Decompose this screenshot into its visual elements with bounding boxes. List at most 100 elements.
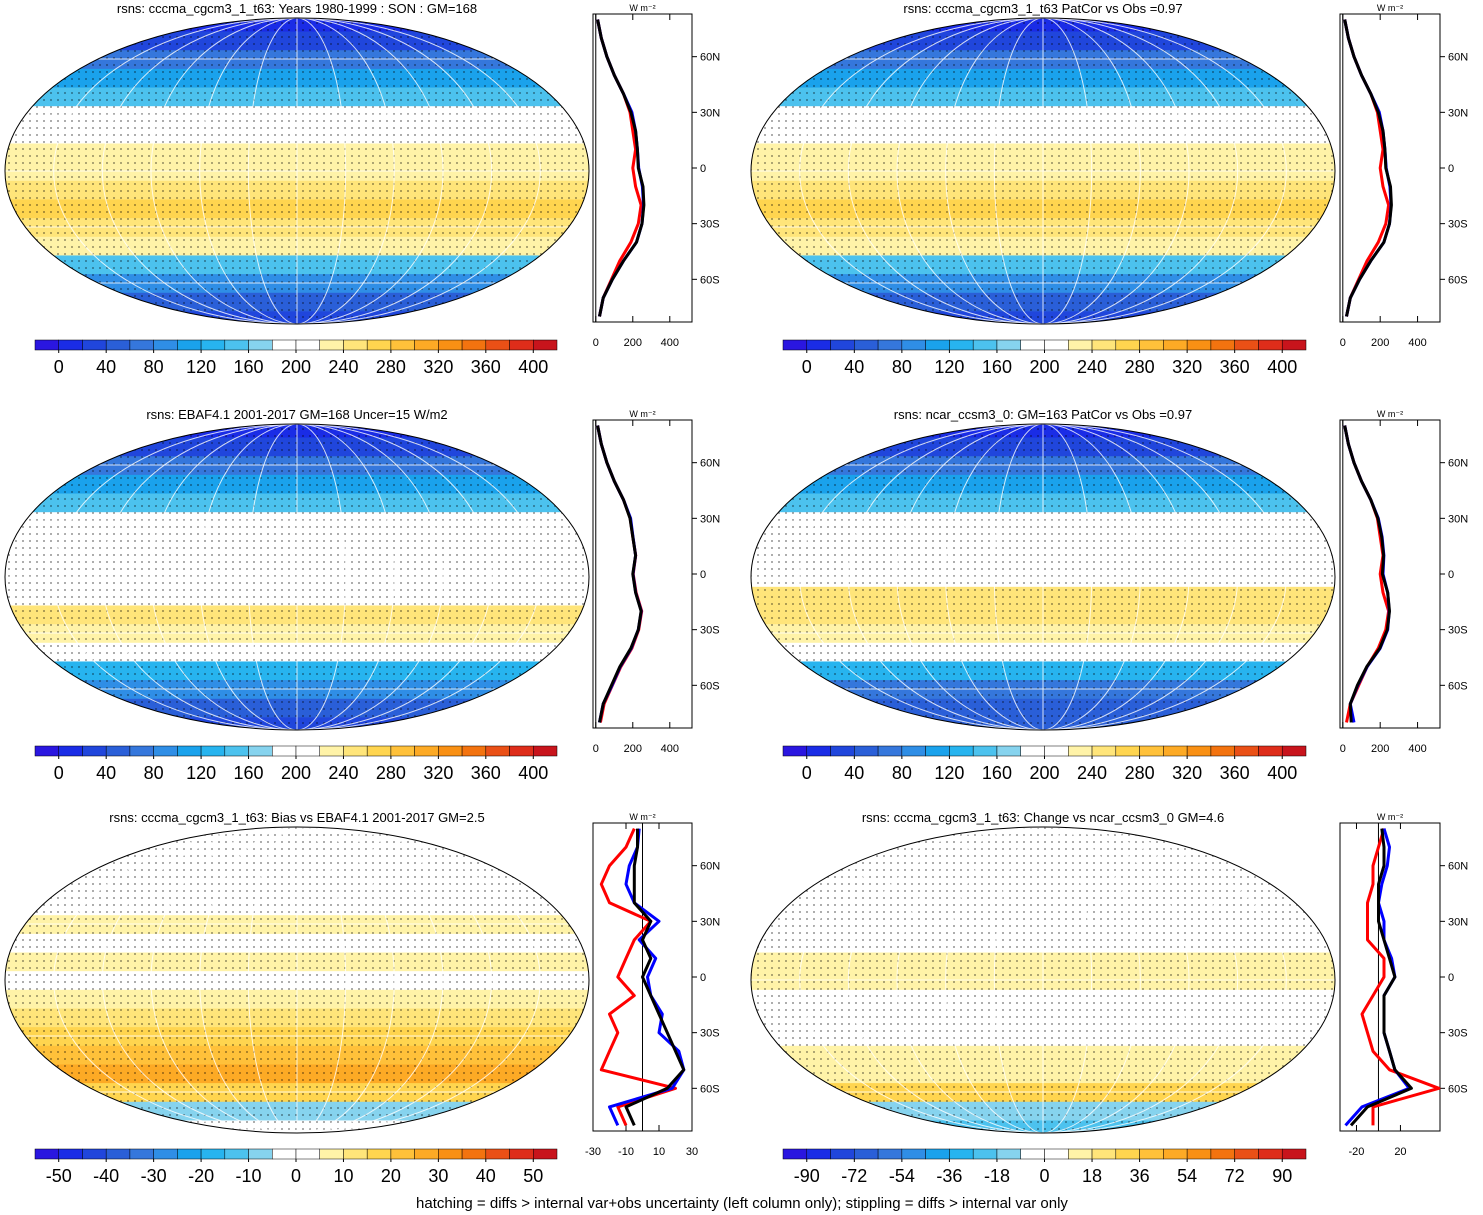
- colorbar-box: [105, 1148, 131, 1160]
- colorbar-label: 120: [186, 763, 216, 783]
- y-tick-label: 60N: [1448, 861, 1468, 873]
- map-outline: [4, 17, 590, 325]
- map-meridian: [799, 827, 1287, 1133]
- panel: rsns: cccma_cgcm3_1_t63 PatCor vs Obs =0…: [750, 1, 1468, 377]
- colorbar-box: [58, 745, 83, 757]
- colorbar-label: 18: [1082, 1166, 1102, 1186]
- y-tick-label: 30S: [700, 1028, 720, 1040]
- map: [751, 18, 1335, 324]
- y-tick-label: 30S: [1448, 1028, 1468, 1040]
- colorbar-box: [1068, 1148, 1093, 1160]
- x-tick-label: 400: [1408, 743, 1426, 755]
- colorbar-label: 240: [328, 357, 358, 377]
- profile-line: [599, 827, 677, 1127]
- colorbar-box: [1234, 745, 1259, 757]
- colorbar-box: [224, 339, 249, 351]
- map-meridian: [150, 18, 444, 324]
- map: [5, 18, 589, 324]
- x-tick-label: 0: [1340, 743, 1346, 755]
- y-tick-label: 0: [700, 569, 706, 581]
- colorbar-box: [1210, 1148, 1235, 1160]
- colorbar-box: [996, 1148, 1021, 1160]
- colorbar-box: [153, 339, 178, 351]
- y-tick-label: 30S: [1448, 625, 1468, 637]
- x-tick-label: 200: [1371, 743, 1389, 755]
- y-tick-label: 30N: [700, 916, 720, 928]
- map-meridian: [993, 424, 1093, 730]
- map-meridian: [247, 827, 347, 1133]
- colorbar-label: 400: [518, 763, 548, 783]
- colorbar-box: [414, 339, 439, 351]
- colorbar-box: [830, 339, 855, 351]
- x-tick-label: -30: [585, 1146, 601, 1158]
- colorbar-box: [224, 1148, 249, 1160]
- colorbar-box: [200, 745, 226, 757]
- y-tick-label: 0: [700, 972, 706, 984]
- colorbar-box: [901, 1148, 926, 1160]
- colorbar-box: [1163, 339, 1188, 351]
- colorbar-label: 240: [1077, 357, 1107, 377]
- colorbar-box: [1234, 339, 1259, 351]
- colorbar-box: [390, 339, 415, 351]
- panel: rsns: ncar_ccsm3_0: GM=163 PatCor vs Obs…: [750, 407, 1468, 783]
- colorbar-box: [82, 745, 107, 757]
- map-meridian: [847, 18, 1239, 324]
- x-tick-label: 0: [593, 743, 599, 755]
- colorbar-box: [972, 745, 998, 757]
- x-tick-label: 0: [593, 337, 599, 349]
- colorbar-label: 54: [1177, 1166, 1197, 1186]
- colorbar-box: [972, 339, 998, 351]
- colorbar-label: -40: [93, 1166, 119, 1186]
- panel: rsns: cccma_cgcm3_1_t63: Bias vs EBAF4.1…: [4, 810, 720, 1186]
- colorbar-box: [1020, 1148, 1045, 1160]
- colorbar-box: [996, 339, 1021, 351]
- map-meridian: [945, 18, 1141, 324]
- x-tick-label: -10: [618, 1146, 634, 1158]
- colorbar-label: 160: [234, 357, 264, 377]
- profile-units: W m⁻²: [629, 3, 655, 13]
- x-tick-label: -20: [1349, 1146, 1365, 1158]
- y-tick-label: 0: [1448, 163, 1454, 175]
- x-tick-label: 30: [686, 1146, 698, 1158]
- colorbar-box: [782, 745, 808, 757]
- colorbar-box: [509, 339, 534, 351]
- x-tick-label: 400: [661, 743, 679, 755]
- colorbar-box: [806, 1148, 831, 1160]
- colorbar-label: 40: [476, 1166, 496, 1186]
- colorbar-box: [509, 745, 534, 757]
- panel-title: rsns: EBAF4.1 2001-2017 GM=168 Uncer=15 …: [146, 407, 447, 422]
- colorbar-label: 80: [144, 763, 164, 783]
- colorbar-box: [248, 745, 273, 757]
- colorbar-box: [34, 1148, 59, 1160]
- map-outline: [750, 17, 1336, 325]
- colorbar-box: [901, 339, 926, 351]
- map-meridian: [847, 827, 1239, 1133]
- colorbar-label: 40: [844, 357, 864, 377]
- colorbar-label: 280: [376, 763, 406, 783]
- colorbar-box: [34, 339, 59, 351]
- map-meridian: [247, 424, 347, 730]
- colorbar-label: 240: [1077, 763, 1107, 783]
- profile-units: W m⁻²: [1377, 3, 1403, 13]
- colorbar-box: [806, 745, 831, 757]
- y-tick-label: 30N: [1448, 513, 1468, 525]
- colorbar-box: [1044, 339, 1069, 351]
- colorbar-box: [272, 745, 297, 757]
- colorbar-box: [319, 1148, 344, 1160]
- colorbar-label: 0: [54, 763, 64, 783]
- profile-line: [1360, 828, 1441, 1126]
- colorbar-label: 72: [1225, 1166, 1245, 1186]
- colorbar-box: [129, 339, 154, 351]
- colorbar-box: [366, 1148, 392, 1160]
- colorbar-label: 280: [376, 357, 406, 377]
- colorbar-label: 80: [144, 357, 164, 377]
- colorbar-label: 80: [892, 763, 912, 783]
- colorbar-box: [782, 1148, 808, 1160]
- colorbar-box: [782, 339, 808, 351]
- colorbar-box: [1163, 745, 1188, 757]
- map-meridian: [799, 18, 1287, 324]
- colorbar-label: -10: [236, 1166, 262, 1186]
- colorbar-box: [343, 745, 368, 757]
- colorbar-box: [366, 339, 392, 351]
- x-tick-label: 200: [624, 743, 642, 755]
